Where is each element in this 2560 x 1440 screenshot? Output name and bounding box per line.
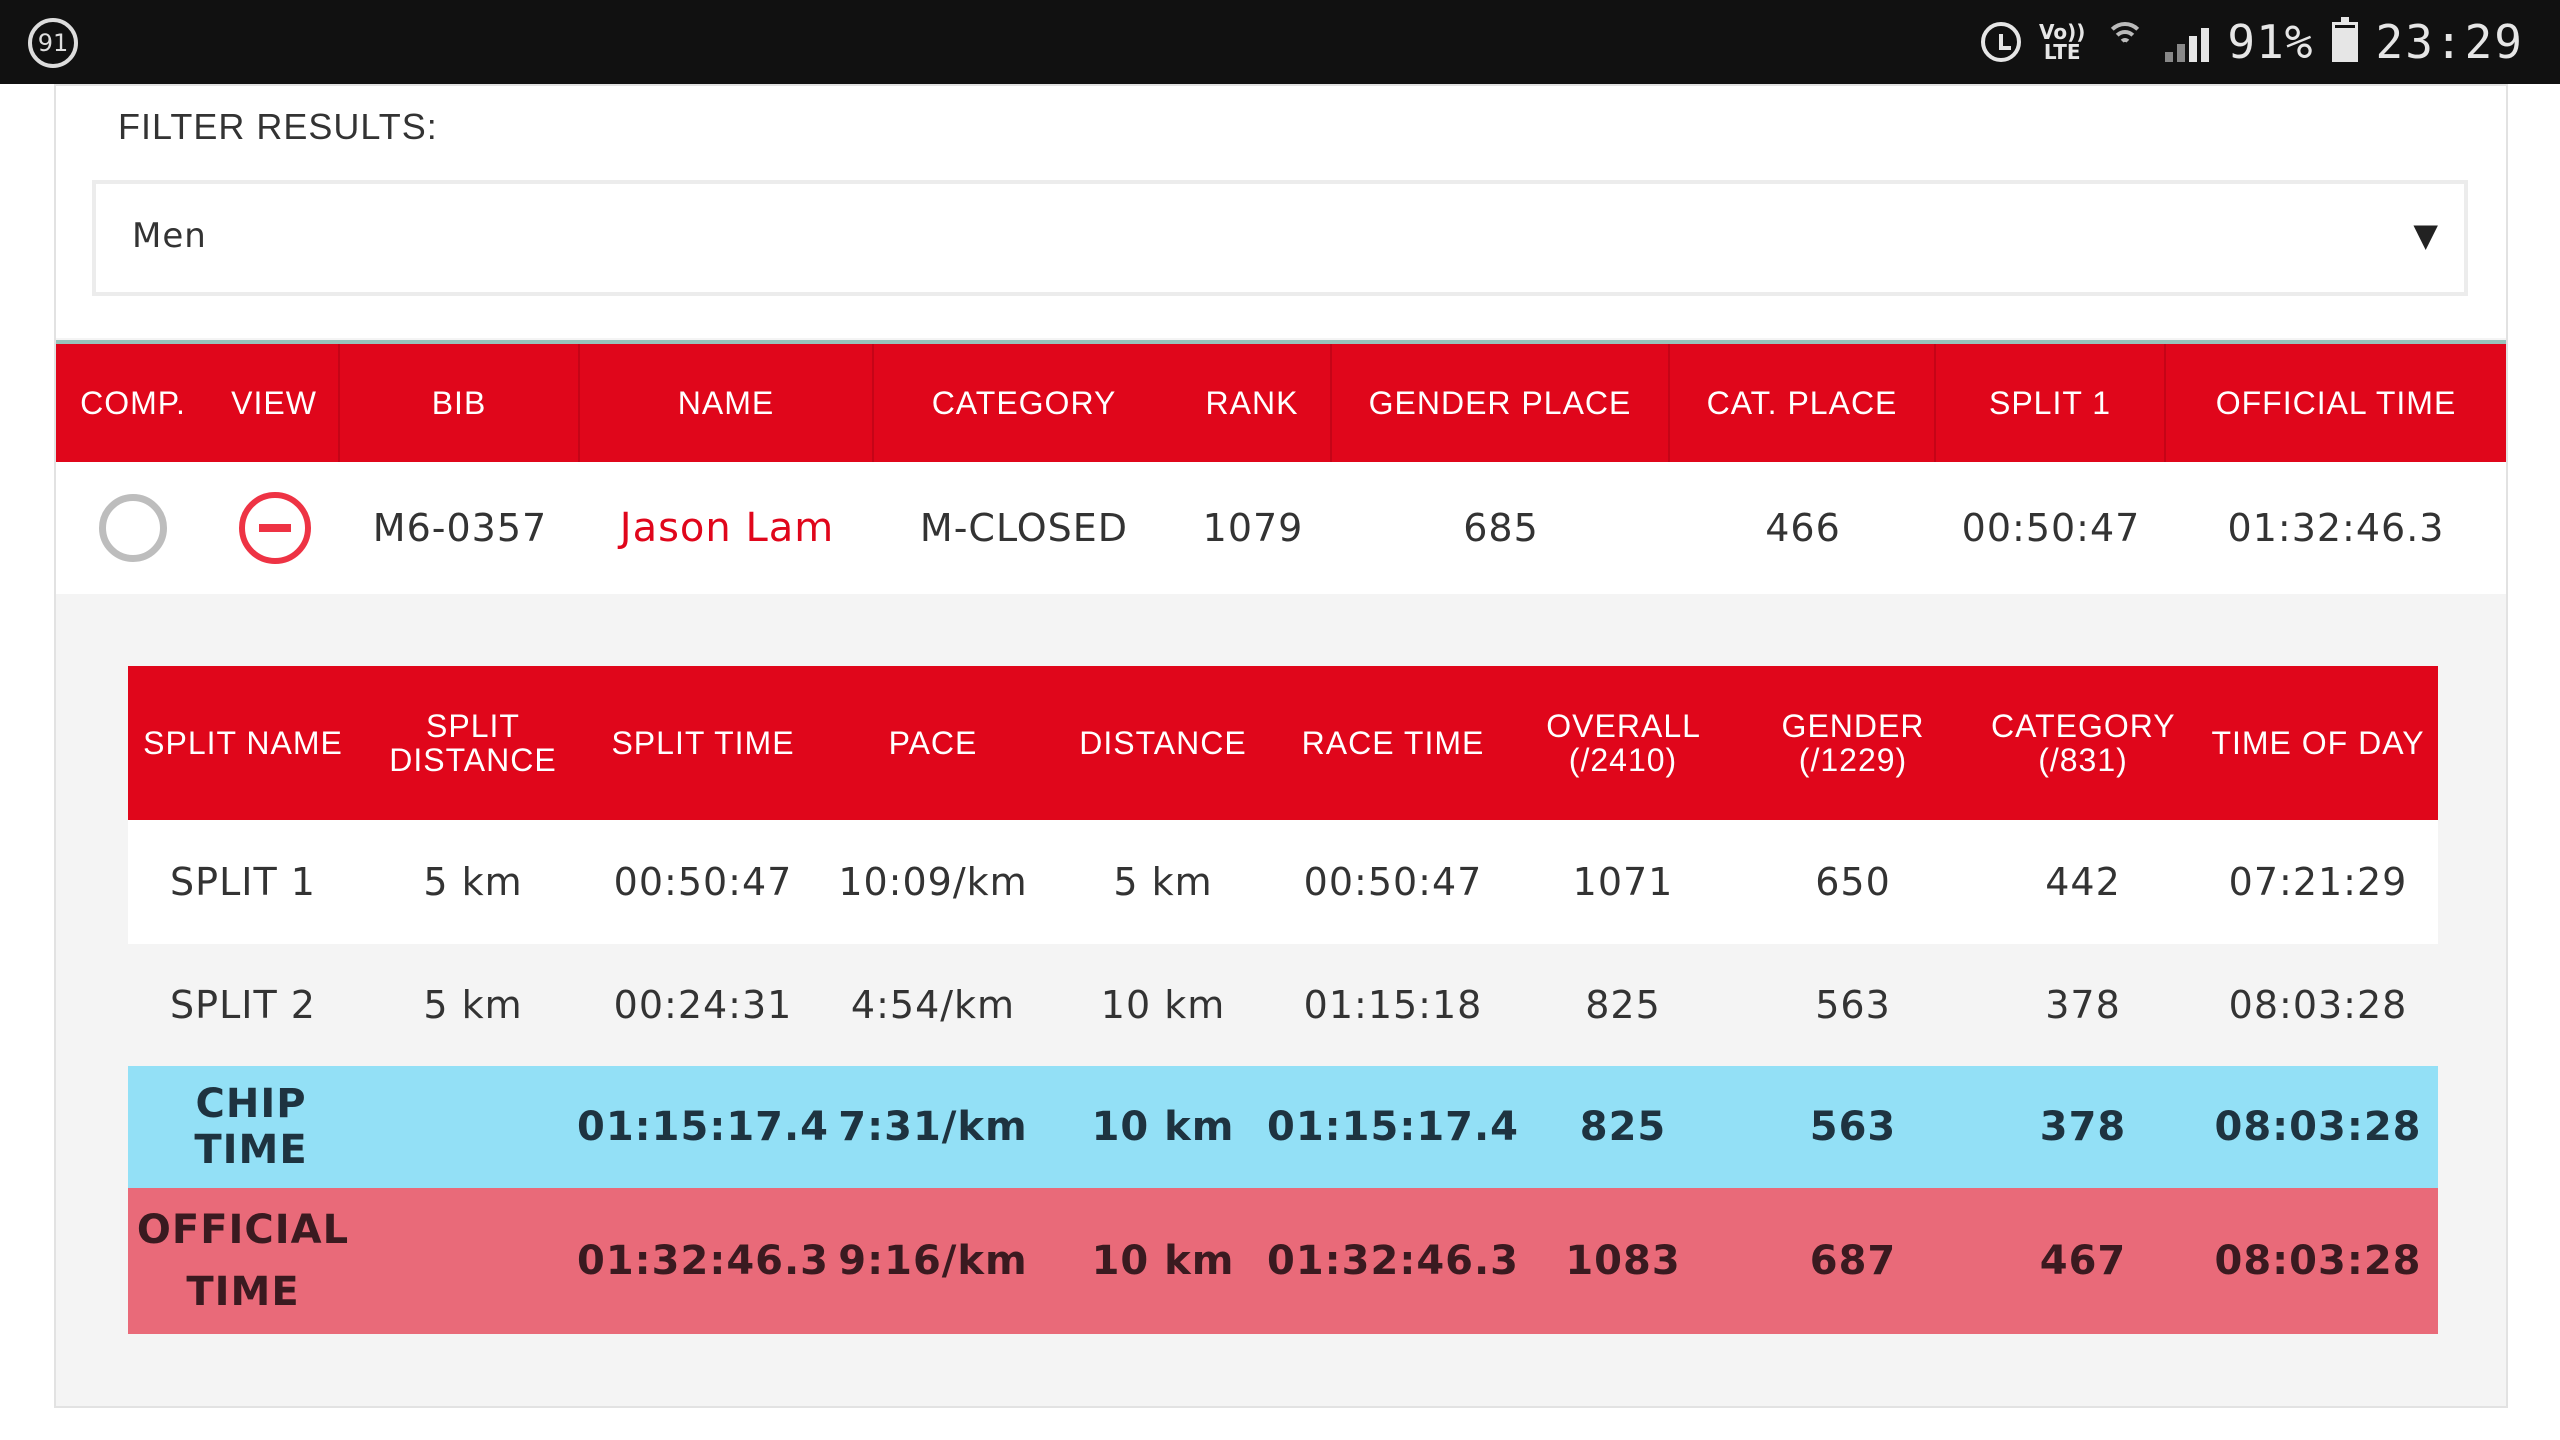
dropdown-arrow-icon: ▼ <box>2413 216 2438 254</box>
col-gender: GENDER (/1229) <box>1781 708 1925 778</box>
split-time: 00:24:31 <box>613 983 793 1027</box>
split-distance: 5 km <box>423 860 523 904</box>
alarm-icon <box>1981 22 2022 62</box>
col-comp[interactable]: COMP. <box>80 384 186 421</box>
status-icons: Vo)) LTE 91% 23:29 <box>1981 0 2524 84</box>
status-bar: 91 Vo)) LTE 91% 23:29 <box>0 0 2560 84</box>
runner-name-link[interactable]: Jason Lam <box>619 505 835 551</box>
split-pace: 10:09/km <box>838 860 1028 904</box>
split-gender: 687 <box>1809 1238 1897 1284</box>
clock: 23:29 <box>2375 15 2524 69</box>
split-total-distance: 5 km <box>1113 860 1213 904</box>
col-split-name: SPLIT NAME <box>143 725 343 761</box>
split-time-of-day: 08:03:28 <box>2228 983 2408 1027</box>
split-distance <box>358 1188 588 1334</box>
split-race-time: 00:50:47 <box>1303 860 1483 904</box>
split-overall: 825 <box>1579 1104 1667 1150</box>
split-time-of-day: 07:21:29 <box>2228 860 2408 904</box>
notification-badge: 91 <box>28 18 78 68</box>
split-name: SPLIT 1 <box>170 860 316 904</box>
split-name: SPLIT 2 <box>170 983 316 1027</box>
result-row[interactable]: M6-0357 Jason Lam M-CLOSED 1079 685 466 … <box>56 462 2506 594</box>
col-bib[interactable]: BIB <box>340 344 580 462</box>
cat-place-value: 466 <box>1765 506 1841 550</box>
volte-lte-icon: Vo)) LTE <box>2039 22 2085 62</box>
compare-circle-icon[interactable] <box>99 494 167 562</box>
official-time-row: OFFICIAL TIME 01:32:46.3 9:16/km 10 km 0… <box>128 1188 2438 1334</box>
split-pace: 7:31/km <box>838 1104 1028 1150</box>
col-overall: OVERALL (/2410) <box>1546 708 1701 778</box>
split-total-distance: 10 km <box>1091 1238 1235 1284</box>
col-pace: PACE <box>888 725 978 761</box>
col-rank[interactable]: RANK <box>1174 344 1332 462</box>
split-name: OFFICIAL TIME <box>136 1207 350 1315</box>
battery-percent: 91% <box>2227 15 2314 69</box>
split-distance <box>358 1066 588 1188</box>
split-race-time: 01:32:46.3 <box>1267 1238 1520 1284</box>
split-pace: 4:54/km <box>850 983 1016 1027</box>
category-value: M-CLOSED <box>919 506 1129 550</box>
split-category: 378 <box>2039 1104 2127 1150</box>
split-overall: 1071 <box>1572 860 1674 904</box>
lte-label: LTE <box>2043 40 2081 64</box>
col-split1[interactable]: SPLIT 1 <box>1936 344 2166 462</box>
split-gender: 563 <box>1815 983 1891 1027</box>
col-name[interactable]: NAME <box>580 344 874 462</box>
collapse-minus-icon[interactable] <box>239 492 311 564</box>
comp-checkbox[interactable] <box>56 462 210 594</box>
split-time: 00:50:47 <box>613 860 793 904</box>
battery-icon <box>2331 17 2358 62</box>
split-race-time: 01:15:18 <box>1303 983 1483 1027</box>
col-cat-place[interactable]: CAT. PLACE <box>1670 344 1936 462</box>
split-pace: 9:16/km <box>838 1238 1028 1284</box>
col-split-distance: SPLIT DISTANCE <box>389 708 557 778</box>
split-gender: 563 <box>1809 1104 1897 1150</box>
col-distance: DISTANCE <box>1079 725 1247 761</box>
split-time: 01:15:17.4 <box>577 1104 830 1150</box>
col-official-time[interactable]: OFFICIAL TIME <box>2215 384 2457 421</box>
rank-value: 1079 <box>1202 506 1304 550</box>
filter-select[interactable]: Men ▼ <box>92 180 2468 296</box>
split-distance: 5 km <box>423 983 523 1027</box>
official-time-value: 01:32:46.3 <box>2227 506 2445 550</box>
split-race-time: 01:15:17.4 <box>1267 1104 1520 1150</box>
chip-time-row: CHIP TIME 01:15:17.4 7:31/km 10 km 01:15… <box>128 1066 2438 1188</box>
split-gender: 650 <box>1815 860 1891 904</box>
filter-selected-value: Men <box>132 216 207 256</box>
col-gender-place[interactable]: GENDER PLACE <box>1332 344 1670 462</box>
col-race-time: RACE TIME <box>1301 725 1485 761</box>
split-name: CHIP TIME <box>194 1081 308 1173</box>
split-overall: 825 <box>1585 983 1661 1027</box>
col-split-time: SPLIT TIME <box>611 725 795 761</box>
col-view[interactable]: VIEW <box>210 344 340 462</box>
split-row-2: SPLIT 2 5 km 00:24:31 4:54/km 10 km 01:1… <box>128 944 2438 1066</box>
split-category: 378 <box>2045 983 2121 1027</box>
split1-value: 00:50:47 <box>1961 506 2141 550</box>
view-toggle[interactable] <box>210 462 340 594</box>
volte-label: Vo)) <box>2039 20 2086 44</box>
split-row-1: SPLIT 1 5 km 00:50:47 10:09/km 5 km 00:5… <box>128 820 2438 944</box>
split-total-distance: 10 km <box>1100 983 1226 1027</box>
bib-value: M6-0357 <box>372 506 548 550</box>
results-card: FILTER RESULTS: Men ▼ COMP. VIEW BIB NAM… <box>54 84 2508 1408</box>
split-category: 467 <box>2039 1238 2127 1284</box>
splits-header: SPLIT NAME SPLIT DISTANCE SPLIT TIME PAC… <box>128 666 2438 820</box>
gender-place-value: 685 <box>1463 506 1539 550</box>
wifi-icon <box>2103 22 2147 62</box>
split-category: 442 <box>2045 860 2121 904</box>
split-overall: 1083 <box>1565 1238 1681 1284</box>
col-category[interactable]: CATEGORY <box>931 384 1117 421</box>
results-header: COMP. VIEW BIB NAME CATEGORY RANK GENDER… <box>56 340 2506 462</box>
split-total-distance: 10 km <box>1091 1104 1235 1150</box>
filter-label: FILTER RESULTS: <box>118 106 438 147</box>
filter-section: FILTER RESULTS: Men ▼ <box>56 86 2506 338</box>
split-time: 01:32:46.3 <box>577 1238 830 1284</box>
col-category-place: CATEGORY (/831) <box>1990 708 2176 778</box>
signal-icon <box>2165 22 2210 62</box>
col-time-of-day: TIME OF DAY <box>2211 725 2425 761</box>
split-time-of-day: 08:03:28 <box>2214 1104 2422 1150</box>
split-time-of-day: 08:03:28 <box>2214 1238 2422 1284</box>
